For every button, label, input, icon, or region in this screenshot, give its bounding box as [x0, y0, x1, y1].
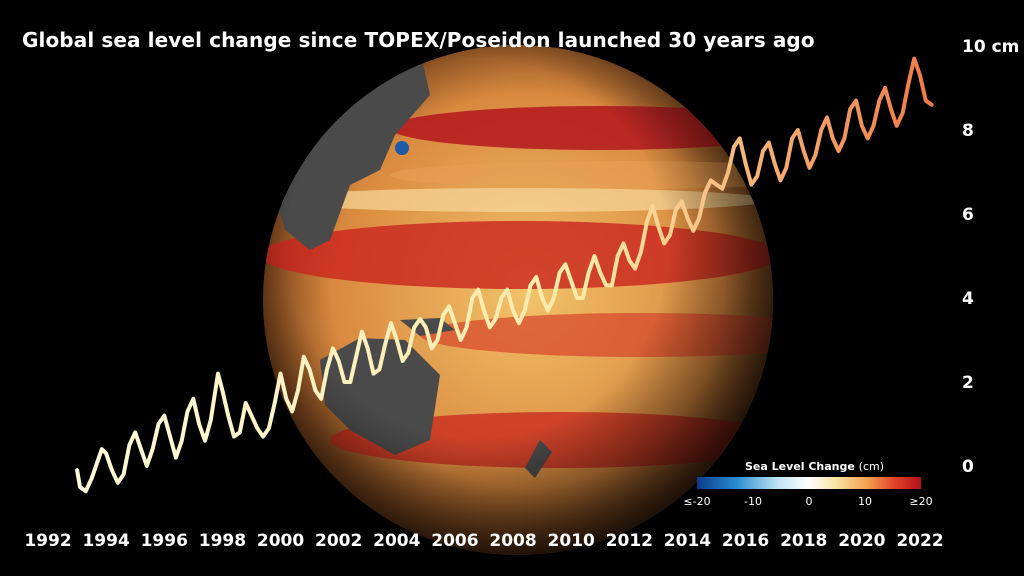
y-tick-label: 6: [962, 205, 974, 225]
x-tick-label: 2022: [896, 531, 943, 551]
y-tick-label: 2: [962, 373, 974, 393]
colorbar-title: Sea Level Change (cm): [745, 460, 884, 473]
x-axis-ticks: 1992 1994 1996 1998 2000 2002 2004 2006 2008 2010…: [24, 531, 943, 551]
x-tick-label: 1994: [82, 531, 129, 551]
globe-shading: [263, 45, 773, 555]
x-tick-label: 2010: [548, 531, 595, 551]
x-tick-label: 2014: [664, 531, 711, 551]
sea-level-series-line: [75, 56, 934, 494]
colorbar-unit: (cm): [858, 460, 885, 473]
y-tick-label: 4: [962, 289, 974, 309]
x-tick-label: 2006: [431, 531, 478, 551]
x-tick-label: 1998: [199, 531, 246, 551]
colorbar-tick: 10: [858, 495, 872, 508]
x-tick-label: 2012: [606, 531, 653, 551]
colorbar-tick: -10: [744, 495, 762, 508]
x-tick-label: 2004: [373, 531, 420, 551]
x-tick-label: 2016: [722, 531, 769, 551]
colorbar-tick: 0: [805, 495, 813, 508]
chart-title: Global sea level change since TOPEX/Pose…: [22, 28, 815, 52]
globe-background: [263, 45, 773, 555]
y-tick-label: 8: [962, 121, 974, 141]
y-axis-ticks: 10 cm 8 6 4 2 0: [962, 37, 1019, 477]
x-tick-label: 2002: [315, 531, 362, 551]
colorbar-tick: ≥20: [909, 495, 933, 508]
x-tick-label: 1992: [24, 531, 71, 551]
x-tick-label: 2000: [257, 531, 304, 551]
colorbar-tick: ≤-20: [683, 495, 711, 508]
north-america-edge: [700, 45, 773, 120]
x-tick-label: 2020: [838, 531, 885, 551]
colorbar-title-text: Sea Level Change: [745, 460, 855, 473]
colorbar-gradient: [697, 477, 921, 489]
y-tick-label: 10 cm: [962, 37, 1019, 57]
x-tick-label: 2018: [780, 531, 827, 551]
y-tick-label: 0: [962, 457, 974, 477]
x-tick-label: 1996: [141, 531, 188, 551]
x-tick-label: 2008: [489, 531, 536, 551]
